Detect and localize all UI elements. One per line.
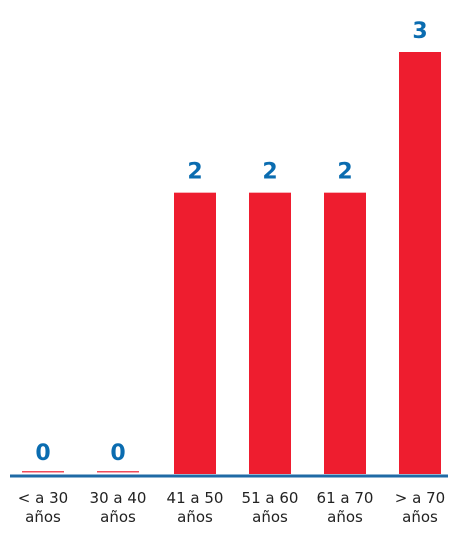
x-tick-label-line: 61 a 70 [317, 489, 374, 507]
x-tick-label: > a 70 años [395, 489, 445, 526]
bar-value-label: 3 [412, 19, 427, 44]
x-tick-label-line: > a 70 [395, 489, 445, 507]
value-labels: 0 0 2 2 2 3 [35, 19, 427, 466]
bar [249, 192, 291, 474]
x-tick-label: 61 a 70 años [317, 489, 374, 526]
x-tick-label: 41 a 50 años [167, 489, 224, 526]
x-tick-label-line: 41 a 50 [167, 489, 224, 507]
x-tick-label: 30 a 40 años [90, 489, 147, 526]
bar-value-label: 0 [35, 441, 50, 466]
x-tick-label-line: años [100, 508, 136, 526]
x-tick-label: < a 30 años [18, 489, 68, 526]
bar-value-label: 2 [262, 160, 277, 185]
bar [324, 192, 366, 474]
bar-zero [97, 471, 139, 473]
x-tick-label: 51 a 60 años [242, 489, 299, 526]
x-tick-label-line: años [252, 508, 288, 526]
bar [399, 52, 441, 474]
bar-value-label: 2 [187, 160, 202, 185]
x-tick-label-line: años [327, 508, 363, 526]
x-tick-label-line: < a 30 [18, 489, 68, 507]
bar-value-label: 2 [337, 160, 352, 185]
x-tick-label-line: 51 a 60 [242, 489, 299, 507]
bar-value-label: 0 [110, 441, 125, 466]
bars [22, 52, 441, 474]
bar-zero [22, 471, 64, 473]
x-tick-label-line: 30 a 40 [90, 489, 147, 507]
x-tick-label-line: años [402, 508, 438, 526]
x-tick-label-line: años [177, 508, 213, 526]
bar [174, 192, 216, 474]
x-tick-label-line: años [25, 508, 61, 526]
